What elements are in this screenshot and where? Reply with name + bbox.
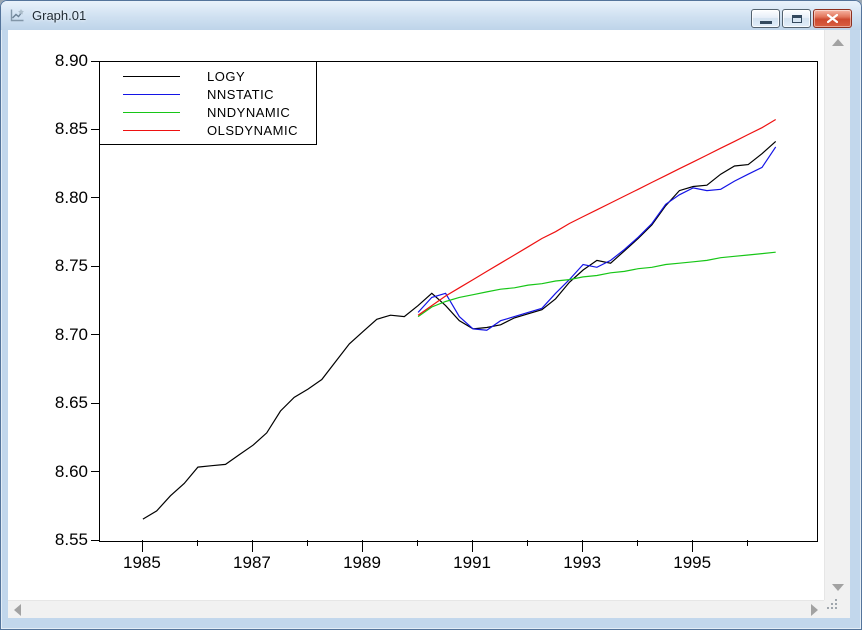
scroll-down-icon[interactable] [832, 584, 844, 591]
x-tick-mark-major [582, 540, 584, 552]
series-line-olsdynamic [417, 118, 777, 316]
series-line-nnstatic [417, 146, 777, 331]
y-tick-mark [91, 60, 99, 62]
series-line-nndynamic [417, 251, 776, 318]
y-tick-label: 8.80 [54, 187, 88, 207]
x-tick-label: 1985 [122, 553, 161, 572]
y-tick-label: 8.85 [54, 119, 88, 139]
legend-item-olsdynamic: OLSDYNAMIC [100, 121, 316, 139]
minimize-icon [759, 20, 772, 24]
legend-label: LOGY [207, 68, 246, 84]
restore-button[interactable] [782, 9, 811, 28]
legend-item-nnstatic: NNSTATIC [100, 85, 316, 103]
y-tick-mark [91, 539, 99, 541]
resize-grip[interactable] [827, 599, 838, 610]
y-tick-label: 8.70 [54, 324, 88, 344]
y-tick-label: 8.75 [54, 256, 88, 276]
x-tick-label: 1991 [453, 553, 491, 572]
scroll-right-icon[interactable] [811, 604, 818, 616]
close-button[interactable] [813, 9, 852, 28]
y-tick-label: 8.60 [54, 461, 88, 481]
scroll-up-icon[interactable] [832, 39, 844, 46]
legend-item-logy: LOGY [100, 67, 316, 85]
legend-line-sample [123, 93, 180, 95]
legend-label: NNSTATIC [207, 86, 275, 102]
legend-line-sample [123, 129, 180, 131]
x-tick-label: 1989 [343, 553, 381, 572]
x-tick-mark-major [692, 540, 694, 552]
legend-line-sample [123, 75, 180, 77]
y-tick-label: 8.90 [54, 51, 88, 70]
x-tick-mark-minor [307, 540, 308, 546]
x-tick-mark-minor [196, 540, 198, 546]
graph-object-icon [10, 9, 24, 22]
legend-item-nndynamic: NNDYNAMIC [100, 103, 316, 121]
restore-icon [791, 14, 802, 23]
x-tick-mark-major [251, 540, 253, 552]
y-tick-mark [91, 402, 99, 404]
y-tick-label: 8.65 [54, 393, 88, 413]
x-tick-mark-minor [747, 540, 749, 546]
y-tick-mark [91, 265, 99, 267]
minimize-button[interactable] [751, 9, 780, 28]
vertical-scrollbar[interactable] [824, 30, 850, 600]
title-bar[interactable]: Graph.01 [1, 1, 861, 30]
x-tick-label: 1993 [563, 553, 602, 572]
legend-label: NNDYNAMIC [207, 104, 291, 120]
scroll-left-icon[interactable] [14, 604, 21, 616]
x-tick-mark-major [472, 540, 474, 552]
x-tick-label: 1987 [233, 553, 271, 572]
legend-line-sample [123, 111, 180, 113]
legend-label: OLSDYNAMIC [207, 122, 298, 138]
x-tick-label: 1995 [673, 553, 712, 572]
series-line-logy [142, 140, 777, 520]
legend: LOGY NNSTATIC NNDYNAMIC OLSDYNAMIC [99, 61, 317, 145]
x-tick-mark-minor [527, 540, 529, 546]
series-plot [142, 118, 777, 520]
y-tick-label: 8.55 [54, 530, 88, 549]
y-tick-mark [91, 128, 99, 130]
x-tick-mark-minor [417, 540, 419, 546]
y-tick-mark [91, 471, 99, 473]
y-tick-mark [91, 334, 99, 336]
scrollbar-corner [824, 599, 850, 618]
horizontal-scrollbar[interactable] [8, 600, 824, 618]
y-tick-mark [91, 197, 99, 199]
x-tick-mark-minor [637, 540, 639, 546]
graph-canvas: LOGY NNSTATIC NNDYNAMIC OLSDYNAMIC 8.90 8.85… [8, 30, 824, 600]
window-title: Graph.01 [32, 8, 87, 23]
plot-area [99, 61, 818, 542]
x-tick-mark-major [141, 540, 143, 552]
window-controls [751, 9, 852, 28]
close-icon [827, 14, 838, 23]
x-tick-mark-major [362, 540, 364, 552]
